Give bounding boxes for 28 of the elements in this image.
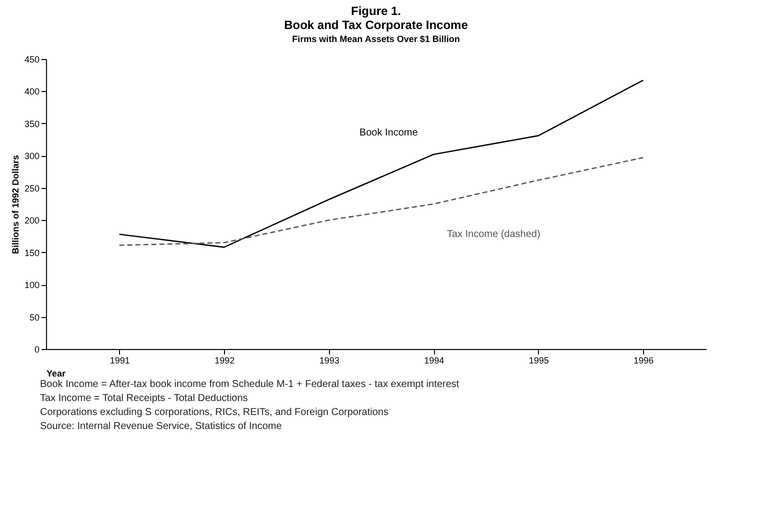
y-tick-label: 150 — [24, 248, 40, 258]
x-tick-label: 1991 — [110, 356, 130, 366]
line-series — [118, 80, 644, 248]
y-tick-label: 250 — [24, 183, 40, 194]
x-tick-label: 1992 — [214, 356, 235, 366]
y-tick-label: 300 — [24, 151, 40, 162]
y-tick-label: 0 — [34, 344, 40, 354]
y-tick-label: 350 — [24, 118, 40, 129]
text: Tax Income (dashed) — [446, 229, 540, 240]
text: Book Income = After-tax book income from Schedule M-1 + Federal taxes - tax exempt interest — [40, 378, 460, 392]
y-tick-label: 100 — [24, 280, 40, 290]
chart-title: Figure 1. Book and Tax Corporate Income — [284, 4, 468, 32]
x-tick-label: 1995 — [528, 356, 549, 366]
line-series — [118, 156, 644, 246]
text: Tax Income = Total Receipts - Total Deductions — [40, 392, 249, 406]
y-tick-label: 450 — [24, 54, 40, 64]
y-tick-label: 400 — [24, 86, 40, 97]
x-tick-label: 1996 — [634, 356, 654, 366]
text: Corporations excluding S corporations, RICs, REITs, and Foreign Corporations — [40, 406, 390, 420]
chart-subtitle: Firms with Mean Assets Over $1 Billion — [292, 34, 460, 44]
x-tick-label: 1993 — [319, 356, 340, 366]
y-tick-label: 50 — [29, 312, 40, 322]
x-axis-title: Year — [46, 368, 66, 378]
y-tick-label: 200 — [24, 216, 40, 226]
text: Book Income — [359, 127, 418, 138]
y-axis-title: Billions of 1992 Dollars — [10, 154, 20, 254]
x-tick-label: 1994 — [424, 356, 444, 366]
source-note: Source: Internal Revenue Service, Statistics of Income — [40, 420, 283, 434]
